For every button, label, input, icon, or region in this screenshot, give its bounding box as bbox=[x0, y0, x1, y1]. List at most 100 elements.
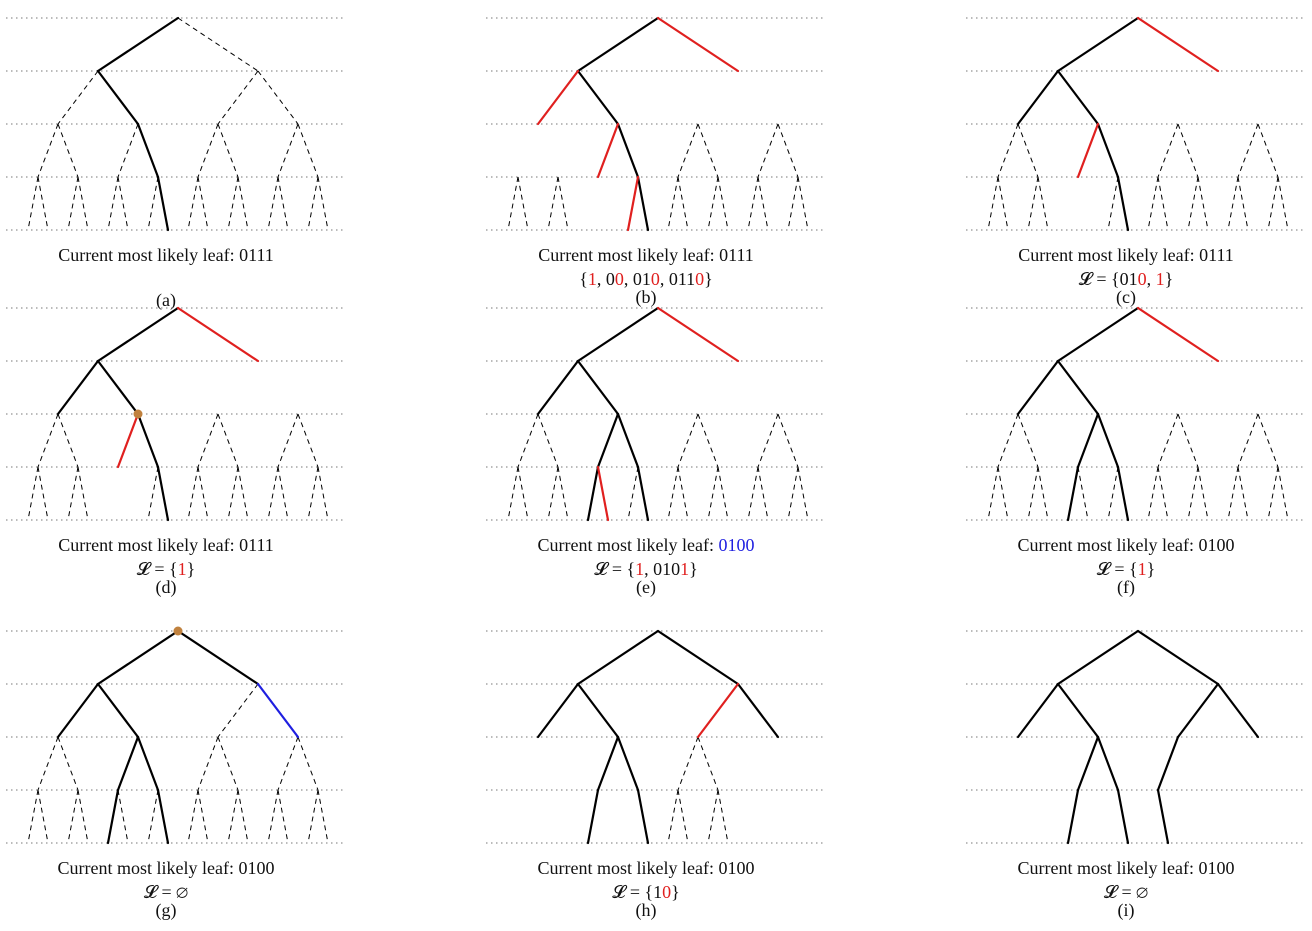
explored-edge bbox=[1156, 735, 1180, 792]
unexplored-edge bbox=[757, 176, 769, 231]
unexplored-edge bbox=[1017, 123, 1039, 178]
candidate-set-part: 0 bbox=[615, 269, 624, 289]
unexplored-edge bbox=[1017, 413, 1039, 468]
panel-c: Current most likely leaf: 0111 𝓛 = {010, … bbox=[966, 16, 1306, 308]
explored-edge bbox=[1056, 69, 1100, 126]
candidate-set-part: 𝓛 = {1 bbox=[612, 882, 662, 902]
unexplored-edge bbox=[517, 466, 529, 521]
unexplored-edge bbox=[147, 789, 159, 844]
explored-edge bbox=[576, 69, 620, 126]
unexplored-edge bbox=[1027, 176, 1039, 231]
explored-edge bbox=[576, 359, 620, 416]
unexplored-edge bbox=[717, 466, 729, 521]
candidate-edge-red bbox=[656, 306, 740, 363]
explored-edge bbox=[1056, 306, 1140, 363]
explored-edge bbox=[656, 629, 740, 686]
unexplored-edge bbox=[627, 466, 639, 521]
unexplored-edge bbox=[1147, 466, 1159, 521]
explored-edge bbox=[156, 788, 170, 845]
unexplored-edge bbox=[707, 176, 719, 231]
current-node-marker bbox=[173, 626, 183, 636]
candidate-set-part: 𝓛 = { bbox=[594, 559, 635, 579]
explored-edge bbox=[1216, 682, 1260, 739]
unexplored-edge bbox=[1107, 176, 1119, 231]
panel-label: (b) bbox=[636, 287, 657, 308]
unexplored-edge bbox=[217, 683, 259, 738]
caption-most-likely-leaf-part: Current most likely leaf: 0100 bbox=[538, 858, 755, 878]
unexplored-edge bbox=[1267, 466, 1279, 521]
explored-edge bbox=[1056, 16, 1140, 73]
unexplored-edge bbox=[187, 789, 199, 844]
caption-most-likely-leaf-part: Current most likely leaf: 0100 bbox=[1018, 858, 1235, 878]
unexplored-edge bbox=[1277, 466, 1289, 521]
unexplored-edge bbox=[787, 176, 799, 231]
unexplored-edge bbox=[747, 176, 759, 231]
unexplored-edge bbox=[1157, 413, 1179, 468]
panel-label: (i) bbox=[1118, 900, 1135, 921]
unexplored-edge bbox=[297, 736, 319, 791]
explored-edge bbox=[576, 16, 660, 73]
caption-most-likely-leaf-part: Current most likely leaf: 0100 bbox=[1018, 535, 1235, 555]
panel-i: Current most likely leaf: 0100 𝓛 = ∅(i) bbox=[966, 629, 1306, 921]
unexplored-edge bbox=[1197, 176, 1209, 231]
unexplored-edge bbox=[57, 70, 99, 125]
unexplored-edge bbox=[1267, 176, 1279, 231]
candidate-set-part: } bbox=[689, 559, 698, 579]
candidate-edge-red bbox=[596, 465, 610, 522]
explored-edge bbox=[1096, 122, 1120, 179]
explored-edge bbox=[56, 682, 100, 739]
explored-edge bbox=[156, 175, 170, 232]
caption-most-likely-leaf: Current most likely leaf: 0100 bbox=[58, 858, 275, 878]
caption-most-likely-leaf: Current most likely leaf: 0111 bbox=[538, 245, 754, 265]
explored-edge bbox=[1016, 69, 1060, 126]
unexplored-edge bbox=[277, 736, 299, 791]
unexplored-edge bbox=[227, 176, 239, 231]
unexplored-edge bbox=[267, 466, 279, 521]
explored-edge bbox=[576, 682, 620, 739]
candidate-set: 𝓛 = ∅ bbox=[1104, 882, 1148, 902]
explored-edge bbox=[636, 175, 650, 232]
caption-most-likely-leaf: Current most likely leaf: 0100 bbox=[538, 535, 755, 555]
unexplored-edge bbox=[757, 466, 769, 521]
candidate-edge-red bbox=[656, 16, 740, 73]
unexplored-edge bbox=[757, 123, 779, 178]
unexplored-edge bbox=[667, 176, 679, 231]
unexplored-edge bbox=[77, 176, 89, 231]
unexplored-edge bbox=[987, 466, 999, 521]
unexplored-edge bbox=[517, 413, 539, 468]
unexplored-edge bbox=[197, 736, 219, 791]
candidate-set-part: , 0 bbox=[597, 269, 615, 289]
unexplored-edge bbox=[997, 123, 1019, 178]
unexplored-edge bbox=[317, 466, 329, 521]
caption-most-likely-leaf-part: 0100 bbox=[718, 535, 754, 555]
unexplored-edge bbox=[297, 123, 319, 178]
unexplored-edge bbox=[307, 176, 319, 231]
explored-edge bbox=[586, 465, 600, 522]
unexplored-edge bbox=[177, 17, 259, 72]
unexplored-edge bbox=[537, 413, 559, 468]
candidate-set-part: 1 bbox=[588, 269, 597, 289]
unexplored-edge bbox=[267, 176, 279, 231]
unexplored-edge bbox=[1237, 466, 1249, 521]
unexplored-edge bbox=[37, 736, 59, 791]
explored-edge bbox=[96, 629, 180, 686]
explored-edge bbox=[576, 306, 660, 363]
unexplored-edge bbox=[1237, 413, 1259, 468]
explored-edge bbox=[576, 629, 660, 686]
unexplored-edge bbox=[27, 466, 39, 521]
candidate-set-part: 0 bbox=[1138, 269, 1147, 289]
unexplored-edge bbox=[277, 466, 289, 521]
explored-edge bbox=[1076, 412, 1100, 469]
unexplored-edge bbox=[37, 176, 49, 231]
unexplored-edge bbox=[77, 789, 89, 844]
unexplored-edge bbox=[217, 123, 239, 178]
unexplored-edge bbox=[297, 413, 319, 468]
candidate-edge-red bbox=[1076, 122, 1100, 179]
unexplored-edge bbox=[1037, 176, 1049, 231]
caption-most-likely-leaf: Current most likely leaf: 0100 bbox=[1018, 535, 1235, 555]
unexplored-edge bbox=[37, 789, 49, 844]
unexplored-edge bbox=[1157, 176, 1169, 231]
unexplored-edge bbox=[317, 789, 329, 844]
